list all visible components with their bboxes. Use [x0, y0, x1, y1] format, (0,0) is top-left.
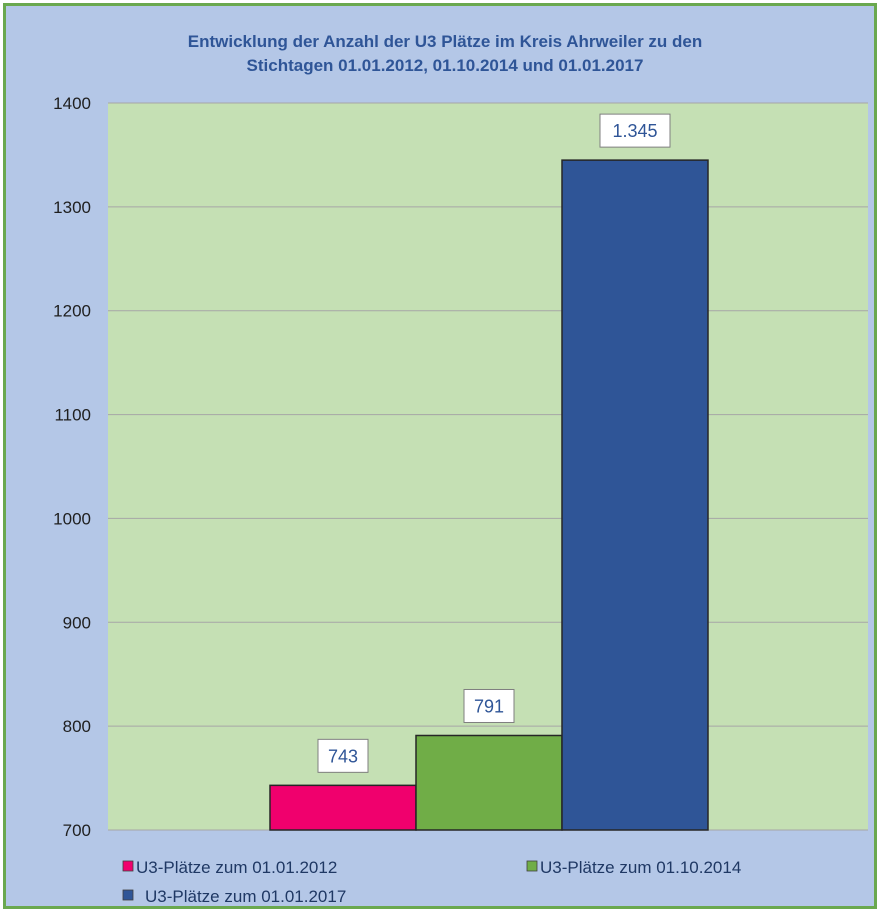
y-tick-label: 1400 [53, 94, 91, 113]
legend-swatch [122, 860, 134, 872]
chart-title-line: Entwicklung der Anzahl der U3 Plätze im … [188, 32, 703, 51]
bar [269, 784, 417, 831]
chart-title-line: Stichtagen 01.01.2012, 01.10.2014 und 01… [247, 56, 644, 75]
data-label: 1.345 [612, 121, 657, 141]
legend-label: U3-Plätze zum 01.01.2012 [136, 858, 337, 877]
y-tick-label: 1300 [53, 198, 91, 217]
legend-label: U3-Plätze zum 01.10.2014 [540, 858, 741, 877]
y-tick-label: 1000 [53, 509, 91, 528]
data-label-box [599, 113, 671, 148]
legend-swatch [122, 889, 134, 901]
data-label-box [463, 688, 515, 723]
bar [415, 734, 563, 831]
data-label: 791 [474, 696, 504, 716]
y-tick-label: 800 [63, 717, 91, 736]
data-label: 743 [328, 746, 358, 766]
y-tick-label: 1100 [54, 406, 91, 425]
data-label-box [317, 738, 369, 773]
bar [561, 159, 709, 831]
y-tick-label: 1200 [53, 302, 91, 321]
legend-swatch [526, 860, 538, 872]
legend-label: U3-Plätze zum 01.01.2017 [145, 887, 346, 906]
y-tick-label: 700 [63, 821, 91, 840]
y-tick-label: 900 [63, 613, 91, 632]
